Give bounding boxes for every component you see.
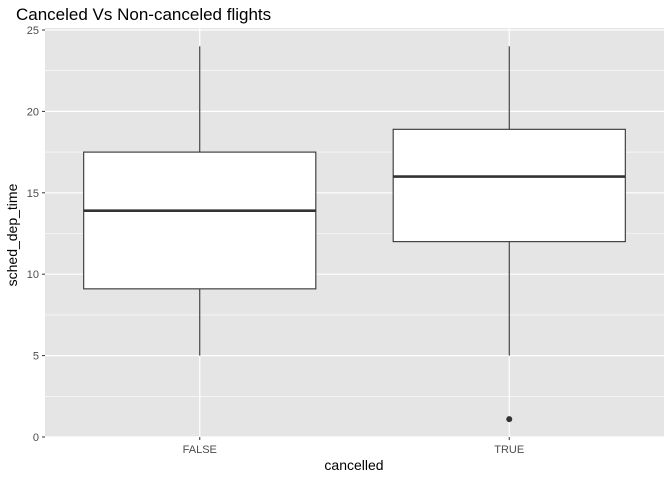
chart-title: Canceled Vs Non-canceled flights (16, 5, 271, 24)
x-tick-label: FALSE (183, 444, 217, 456)
outlier-point (506, 416, 513, 423)
y-tick-label: 5 (33, 351, 39, 363)
y-axis-title: sched_dep_time (4, 183, 20, 286)
y-axis-ticks: 0 5 10 15 20 25 (27, 25, 45, 444)
box-series (83, 46, 626, 423)
y-tick-label: 15 (27, 188, 39, 200)
y-tick-label: 25 (27, 25, 39, 37)
x-axis-ticks: FALSE TRUE (183, 437, 524, 456)
box-body (83, 151, 317, 290)
y-tick-label: 20 (27, 106, 39, 118)
y-tick-label: 10 (27, 269, 39, 281)
box-body (392, 128, 626, 243)
x-axis-title: cancelled (324, 457, 383, 473)
x-tick-label: TRUE (494, 444, 524, 456)
box-false (83, 46, 317, 356)
box-true (392, 46, 626, 423)
y-tick-label: 0 (33, 432, 39, 444)
